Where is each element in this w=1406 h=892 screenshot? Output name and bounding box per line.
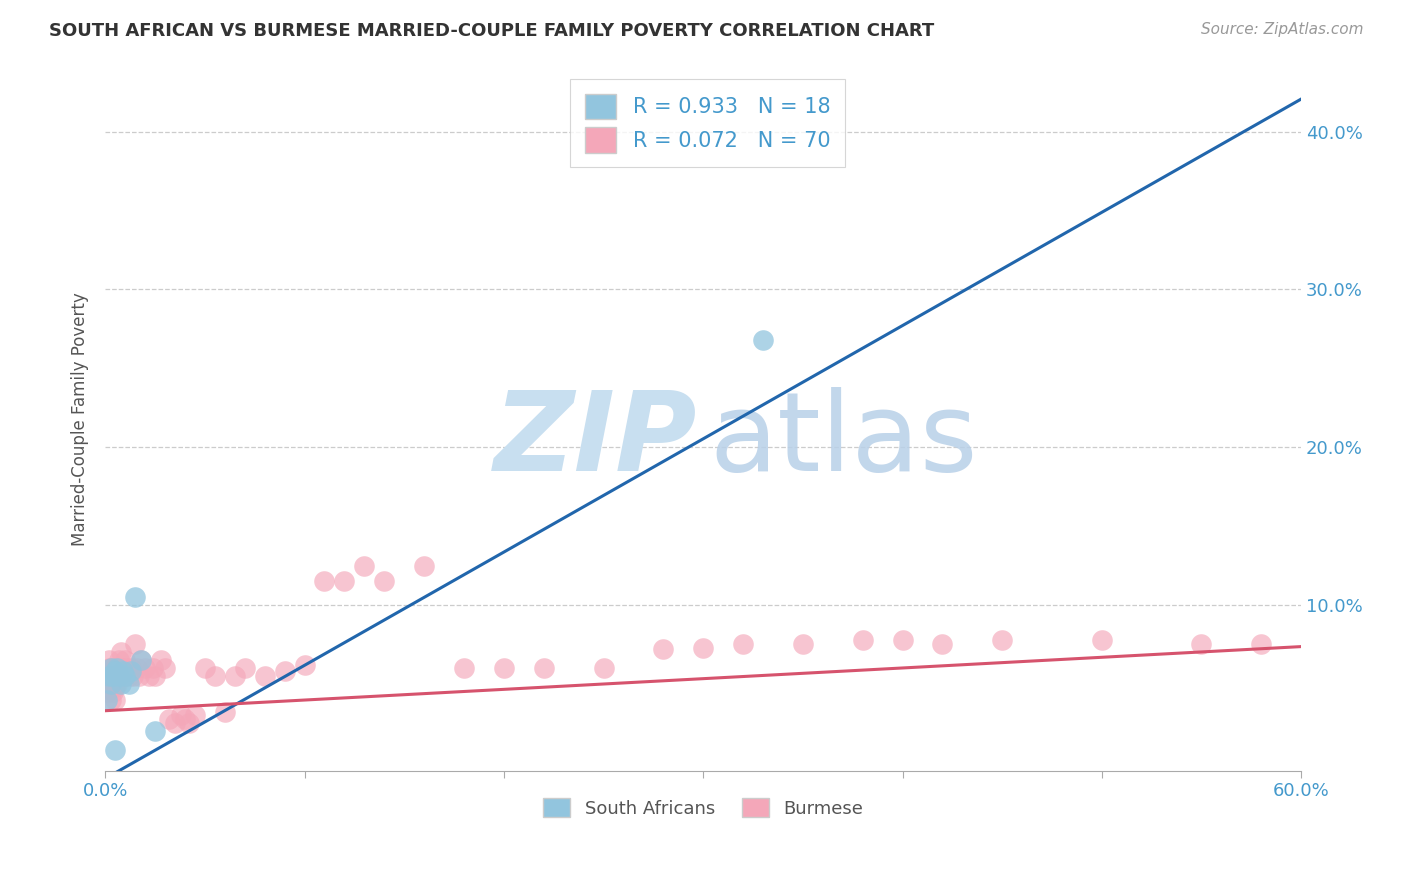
Point: [143, 724, 166, 739]
Point: [273, 665, 295, 679]
Point: [142, 661, 165, 675]
Point: [1250, 637, 1272, 651]
Point: [792, 637, 814, 651]
Point: [120, 661, 142, 675]
Text: SOUTH AFRICAN VS BURMESE MARRIED-COUPLE FAMILY POVERTY CORRELATION CHART: SOUTH AFRICAN VS BURMESE MARRIED-COUPLE …: [49, 22, 935, 40]
Point: [314, 574, 336, 589]
Point: [108, 669, 131, 683]
Point: [852, 632, 875, 647]
Point: [1191, 637, 1213, 651]
Point: [98, 653, 121, 667]
Point: [174, 712, 197, 726]
Point: [170, 708, 193, 723]
Point: [112, 665, 135, 679]
Point: [122, 669, 145, 683]
Point: [98, 677, 121, 691]
Point: [118, 677, 141, 691]
Point: [108, 669, 131, 683]
Point: [194, 661, 217, 675]
Point: [138, 669, 160, 683]
Y-axis label: Married-Couple Family Poverty: Married-Couple Family Poverty: [72, 293, 89, 547]
Point: [353, 558, 375, 573]
Point: [104, 743, 127, 757]
Point: [120, 665, 142, 679]
Point: [157, 712, 180, 726]
Point: [143, 669, 166, 683]
Point: [110, 677, 132, 691]
Text: Source: ZipAtlas.com: Source: ZipAtlas.com: [1201, 22, 1364, 37]
Point: [105, 677, 128, 691]
Point: [118, 669, 141, 683]
Point: [134, 661, 156, 675]
Point: [533, 661, 555, 675]
Point: [453, 661, 475, 675]
Text: atlas: atlas: [709, 387, 977, 494]
Point: [100, 677, 122, 691]
Point: [96, 685, 118, 699]
Point: [115, 661, 138, 675]
Point: [108, 653, 131, 667]
Point: [129, 653, 152, 667]
Point: [991, 632, 1014, 647]
Point: [104, 665, 127, 679]
Point: [96, 692, 118, 706]
Point: [224, 669, 246, 683]
Point: [333, 574, 356, 589]
Point: [103, 669, 125, 683]
Point: [373, 574, 395, 589]
Point: [100, 692, 122, 706]
Point: [105, 665, 128, 679]
Point: [1091, 632, 1114, 647]
Point: [184, 708, 207, 723]
Point: [112, 661, 135, 675]
Point: [100, 661, 122, 675]
Point: [100, 677, 122, 691]
Point: [652, 642, 675, 657]
Point: [692, 640, 714, 655]
Point: [413, 558, 436, 573]
Point: [752, 333, 775, 347]
Point: [931, 637, 953, 651]
Point: [104, 680, 127, 694]
Point: [114, 669, 136, 683]
Point: [163, 716, 186, 731]
Point: [177, 716, 200, 731]
Point: [103, 669, 125, 683]
Point: [129, 653, 152, 667]
Point: [731, 637, 754, 651]
Point: [104, 661, 127, 675]
Point: [114, 653, 136, 667]
Point: [204, 669, 226, 683]
Point: [150, 653, 173, 667]
Point: [214, 706, 236, 720]
Point: [127, 661, 149, 675]
Point: [96, 669, 118, 683]
Text: ZIP: ZIP: [494, 387, 697, 494]
Point: [124, 590, 146, 604]
Point: [98, 669, 121, 683]
Point: [98, 661, 121, 675]
Point: [110, 665, 132, 679]
Point: [124, 637, 146, 651]
Point: [114, 669, 136, 683]
Point: [128, 669, 150, 683]
Point: [492, 661, 515, 675]
Point: [110, 645, 132, 659]
Point: [103, 685, 125, 699]
Point: [253, 669, 276, 683]
Point: [233, 661, 256, 675]
Point: [104, 692, 127, 706]
Point: [100, 661, 122, 675]
Point: [294, 657, 316, 672]
Point: [105, 661, 128, 675]
Point: [592, 661, 614, 675]
Point: [891, 632, 914, 647]
Point: [153, 661, 176, 675]
Legend: South Africans, Burmese: South Africans, Burmese: [536, 791, 870, 825]
